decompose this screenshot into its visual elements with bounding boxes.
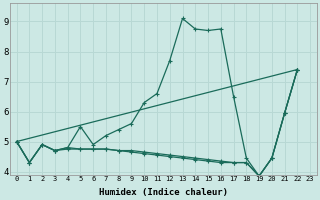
X-axis label: Humidex (Indice chaleur): Humidex (Indice chaleur) [99,188,228,197]
